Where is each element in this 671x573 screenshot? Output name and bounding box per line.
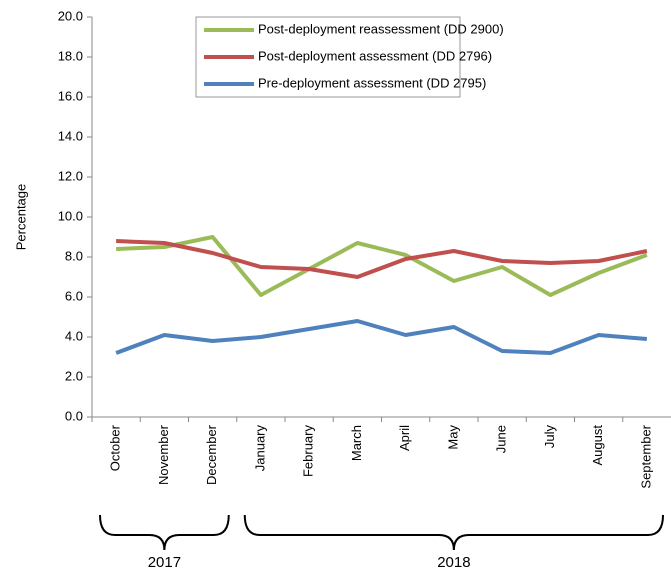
x-tick-label: January: [252, 425, 267, 472]
y-tick-label: 12.0: [58, 168, 83, 183]
y-tick-label: 18.0: [58, 48, 83, 63]
x-tick-label: May: [445, 425, 460, 450]
y-tick-label: 8.0: [65, 248, 83, 263]
series-line: [115, 319, 648, 355]
y-tick-label: 16.0: [58, 88, 83, 103]
group-label: 2017: [148, 554, 181, 571]
legend-label: Post-deployment assessment (DD 2796): [258, 48, 492, 63]
group-brace: [243, 514, 664, 551]
group-brace: [99, 514, 230, 551]
y-tick-label: 6.0: [65, 288, 83, 303]
x-tick-label: September: [638, 424, 653, 488]
x-tick-label: February: [301, 425, 316, 478]
group-label: 2018: [437, 554, 470, 571]
y-tick-label: 2.0: [65, 368, 83, 383]
legend-label: Post-deployment reassessment (DD 2900): [258, 21, 504, 36]
x-tick-label: April: [397, 425, 412, 451]
y-axis-label: Percentage: [13, 184, 28, 251]
x-tick-label: October: [108, 424, 123, 471]
x-tick-label: November: [156, 424, 171, 485]
y-tick-label: 0.0: [65, 408, 83, 423]
x-tick-label: December: [204, 424, 219, 485]
x-tick-label: March: [349, 425, 364, 461]
series-line: [116, 239, 648, 279]
legend-label: Pre-deployment assessment (DD 2795): [258, 75, 486, 90]
series-line: [116, 235, 648, 297]
y-tick-label: 10.0: [58, 208, 83, 223]
y-tick-label: 4.0: [65, 328, 83, 343]
x-tick-label: June: [494, 425, 509, 453]
x-tick-label: August: [590, 425, 605, 466]
y-tick-label: 20.0: [58, 8, 83, 23]
y-tick-label: 14.0: [58, 128, 83, 143]
x-tick-label: July: [542, 425, 557, 449]
